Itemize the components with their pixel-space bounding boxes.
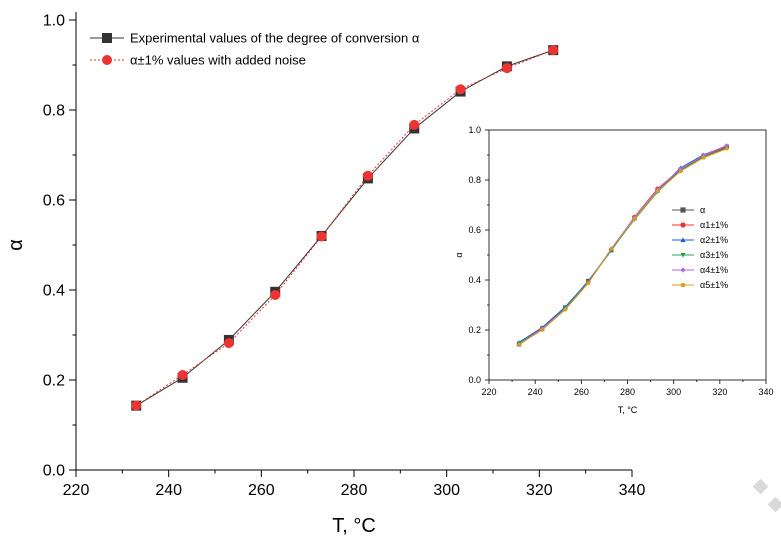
data-point [131, 400, 142, 411]
legend-label-5: α5±1% [700, 280, 728, 290]
data-point [177, 370, 188, 381]
x-tick-label: 300 [666, 387, 681, 397]
data-point [223, 338, 234, 349]
data-point [409, 119, 420, 130]
x-axis-label: T, °C [332, 515, 376, 537]
x-tick-label: 260 [574, 387, 589, 397]
legend-label-3: α3±1% [700, 250, 728, 260]
y-tick-label: 1.0 [43, 13, 65, 30]
legend-marker-1 [102, 55, 112, 65]
legend-marker-5 [680, 282, 686, 288]
y-tick-label: 0.8 [43, 103, 65, 120]
series-line-1 [518, 146, 727, 345]
data-point [270, 289, 281, 300]
data-point [516, 342, 522, 347]
x-tick-label: 220 [481, 387, 496, 397]
data-point [362, 170, 373, 181]
y-tick-label: 0.6 [43, 193, 65, 210]
y-tick-label: 0.2 [468, 325, 481, 335]
inset-chart: 220 240 260 280 300 320 340 0.0 0.2 0.4 0.6 0.8 1.0 T… [454, 125, 774, 415]
series-line-2 [518, 145, 727, 343]
y-tick-label: 1.0 [468, 125, 481, 135]
data-point [455, 84, 466, 95]
main-chart: 220 240 260 280 300 320 340 0.0 0.2 0.4 0.6 0.8 1.0 T… [5, 12, 645, 537]
series-line-3 [518, 147, 727, 344]
y-tick-label: 0.4 [468, 275, 481, 285]
data-point [655, 189, 660, 194]
x-tick-label: 320 [712, 387, 727, 397]
legend-label-0: α [700, 205, 705, 215]
series-line-0 [135, 49, 554, 407]
data-point [724, 146, 729, 151]
data-point [563, 307, 568, 312]
y-tick-label: 0.6 [468, 225, 481, 235]
data-point [548, 45, 559, 56]
x-tick-label: 340 [758, 387, 773, 397]
legend-marker-3 [680, 252, 686, 258]
legend-marker-1 [680, 222, 686, 228]
series-line-1 [135, 49, 554, 407]
data-point [540, 327, 545, 332]
x-tick-label: 240 [155, 482, 182, 499]
data-point [701, 155, 706, 160]
legend-marker-4 [680, 267, 686, 273]
data-point [501, 63, 512, 74]
series-line-0 [518, 146, 727, 345]
data-point [632, 216, 637, 221]
legend-label-1: α±1% values with added noise [130, 53, 306, 68]
x-tick-label: 220 [63, 482, 90, 499]
series-line-4 [518, 145, 727, 346]
y-axis-label: α [5, 239, 27, 251]
x-tick-label: 300 [433, 482, 460, 499]
y-axis-label: α [454, 252, 464, 257]
x-tick-label: 260 [248, 482, 275, 499]
x-axis-label: T, °C [618, 405, 638, 415]
legend-marker-2 [680, 237, 686, 243]
data-point [678, 169, 683, 174]
y-tick-label: 0.2 [43, 373, 65, 390]
x-tick-label: 280 [341, 482, 368, 499]
data-point [724, 143, 729, 148]
data-point [609, 246, 614, 251]
series-line-5 [518, 148, 727, 345]
data-point [586, 281, 591, 286]
data-point [316, 231, 327, 242]
y-tick-label: 0.0 [43, 463, 65, 480]
legend-marker-0 [680, 207, 686, 213]
legend-label-4: α4±1% [700, 265, 728, 275]
x-tick-label: 340 [619, 482, 646, 499]
legend-label-2: α2±1% [700, 235, 728, 245]
y-tick-label: 0.0 [468, 375, 481, 385]
data-point [701, 153, 706, 158]
x-tick-label: 320 [526, 482, 553, 499]
legend-label-1: α1±1% [700, 220, 728, 230]
legend-label-0: Experimental values of the degree of con… [130, 31, 420, 46]
y-tick-label: 0.4 [43, 283, 65, 300]
x-tick-label: 280 [620, 387, 635, 397]
y-tick-label: 0.8 [468, 175, 481, 185]
legend-marker-0 [102, 33, 112, 43]
x-tick-label: 240 [528, 387, 543, 397]
